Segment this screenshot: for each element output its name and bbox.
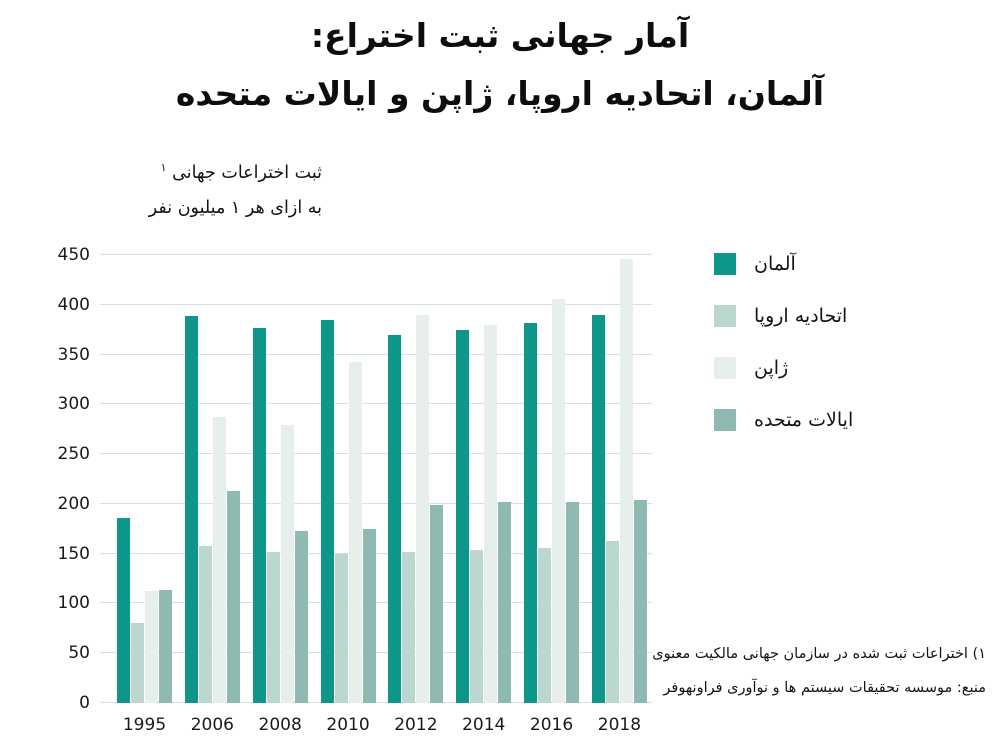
bar-germany-2010 [320, 319, 334, 703]
y-tick-label-300: 300 [57, 394, 90, 415]
y-tick-label-200: 200 [57, 493, 90, 514]
bar-japan-2012 [416, 314, 430, 703]
bar-groups: 1995 2006 2008 2010 2012 2014 2016 2018 [100, 255, 652, 735]
bar-eu-2010 [334, 553, 348, 703]
bar-group-2006: 2006 [184, 255, 240, 735]
x-tick-label-2016: 2016 [529, 715, 574, 735]
footnotes: ۱) اختراعات ثبت شده در سازمان جهانی مالک… [652, 637, 986, 705]
gridline-350 [100, 353, 652, 355]
x-tick-label-2018: 2018 [597, 715, 642, 735]
gridline-50 [100, 652, 652, 654]
y-tick-label-150: 150 [57, 543, 90, 564]
bar-germany-2016 [524, 322, 538, 703]
chart-title-line1: آمار جهانی ثبت اختراع: [310, 16, 690, 55]
bar-us-2012 [430, 504, 444, 703]
legend-label-germany: آلمان [754, 253, 796, 275]
bar-group-1995: 1995 [117, 255, 172, 735]
bar-group-2018: 2018 [591, 255, 647, 735]
chart-title-line2: آلمان، اتحادیه اروپا، ژاپن و ایالات متحد… [175, 74, 825, 113]
chart-title: آمار جهانی ثبت اختراع: آلمان، اتحادیه ار… [0, 16, 1000, 114]
bar-us-2018 [633, 499, 647, 703]
x-tick-label-2006: 2006 [190, 715, 234, 735]
legend-item-japan: ژاپن [714, 357, 853, 379]
x-tick-label-2014: 2014 [462, 715, 506, 735]
legend-label-us: ایالات متحده [754, 409, 854, 431]
legend-swatch-japan [714, 357, 736, 379]
bar-eu-2006 [198, 545, 212, 703]
bar-japan-2008 [280, 425, 294, 703]
x-tick-label-2012: 2012 [394, 715, 438, 735]
bar-group-2014: 2014 [456, 255, 512, 735]
gridline-250 [100, 453, 652, 455]
y-tick-label-350: 350 [57, 344, 90, 365]
gridline-150 [100, 552, 652, 554]
bar-group-2016: 2016 [524, 255, 580, 735]
bar-us-2008 [294, 530, 308, 703]
legend-swatch-us [714, 409, 736, 431]
bar-japan-2018 [619, 258, 633, 703]
legend-item-eu: اتحادیه اروپا [714, 305, 853, 327]
gridline-300 [100, 403, 652, 405]
bar-japan-2016 [552, 298, 566, 703]
footnote-marker: ۱ [160, 161, 167, 174]
bar-eu-2012 [402, 551, 416, 703]
bar-group-2012: 2012 [388, 255, 444, 735]
legend-swatch-eu [714, 305, 736, 327]
bar-germany-1995 [117, 517, 130, 703]
legend-item-us: ایالات متحده [714, 409, 853, 431]
y-axis-caption: ثبت اختراعات جهانی ۱ به ازای هر ۱ میلیون… [30, 150, 322, 226]
bar-germany-2018 [591, 314, 605, 703]
bar-japan-2014 [484, 324, 498, 703]
bar-us-2016 [566, 501, 580, 703]
gridline-450 [100, 254, 652, 255]
bar-us-2014 [498, 501, 512, 703]
gridline-100 [100, 602, 652, 604]
gridline-200 [100, 502, 652, 504]
x-tick-label-2008: 2008 [258, 715, 302, 735]
footnote-2: منبع: موسسه تحقیقات سیستم ها و نوآوری فر… [663, 680, 986, 696]
x-tick-label-1995: 1995 [122, 715, 167, 735]
y-tick-label-400: 400 [57, 294, 90, 315]
legend-label-eu: اتحادیه اروپا [754, 305, 848, 327]
bar-eu-2014 [470, 549, 484, 703]
bar-japan-2010 [348, 361, 362, 703]
y-tick-label-100: 100 [57, 593, 90, 614]
bar-eu-2016 [538, 547, 552, 703]
legend-swatch-germany [714, 253, 736, 275]
bar-eu-1995 [131, 623, 144, 703]
bar-germany-2008 [252, 327, 266, 703]
bar-japan-1995 [145, 590, 158, 703]
bar-germany-2006 [184, 315, 198, 703]
x-tick-label-2010: 2010 [326, 715, 370, 735]
legend-item-germany: آلمان [714, 253, 853, 275]
y-axis-caption-line2: به ازای هر ۱ میلیون نفر [148, 197, 322, 218]
y-axis-ticks: 0 50 100 150 200 250 300 350 400 450 [28, 245, 90, 713]
legend: آلمان اتحادیه اروپا ژاپن ایالات متحده [714, 253, 853, 461]
y-tick-label-450: 450 [57, 245, 90, 265]
bar-us-1995 [159, 589, 172, 703]
y-axis-caption-line1: ثبت اختراعات جهانی ۱ [160, 161, 322, 183]
bar-germany-2012 [388, 334, 402, 703]
bar-us-2010 [362, 528, 376, 703]
bar-group-2008: 2008 [252, 255, 308, 735]
bar-germany-2014 [456, 329, 470, 703]
gridline-0 [100, 702, 652, 703]
gridline-400 [100, 303, 652, 305]
y-tick-label-50: 50 [68, 643, 90, 664]
legend-label-japan: ژاپن [754, 357, 789, 379]
bar-eu-2008 [266, 551, 280, 703]
bar-group-2010: 2010 [320, 255, 376, 735]
plot-area: 1995 2006 2008 2010 2012 2014 2016 2018 [100, 254, 652, 735]
bar-japan-2006 [212, 417, 226, 703]
bar-eu-2018 [605, 540, 619, 703]
bar-us-2006 [226, 490, 240, 703]
y-tick-label-0: 0 [79, 693, 90, 713]
footnote-1: ۱) اختراعات ثبت شده در سازمان جهانی مالک… [652, 646, 986, 662]
y-tick-label-250: 250 [57, 444, 90, 465]
